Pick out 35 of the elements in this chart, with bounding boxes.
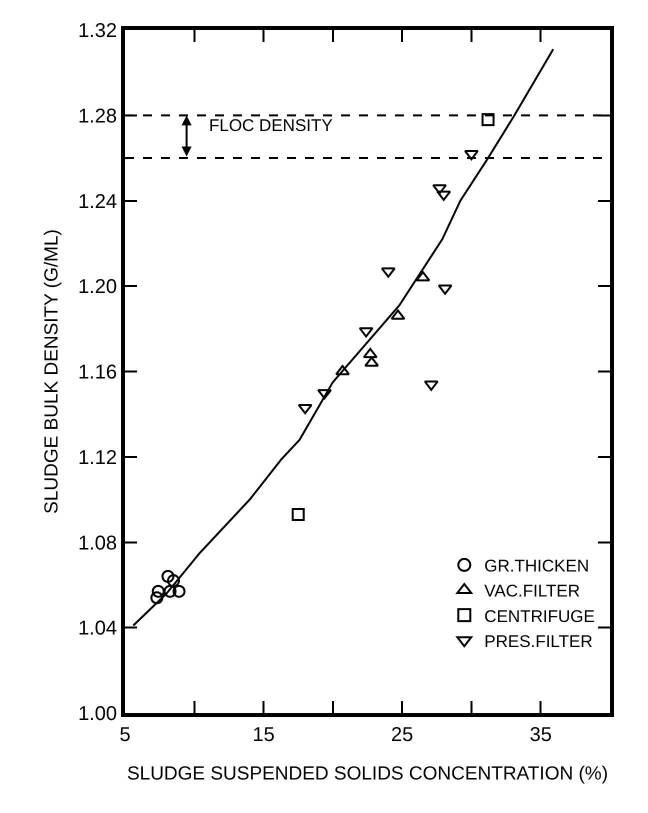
annotation: FLOC DENSITY bbox=[209, 116, 333, 135]
x-tick-label: 25 bbox=[391, 724, 414, 746]
point bbox=[432, 184, 447, 194]
point bbox=[167, 574, 180, 588]
legend-label: GR.THICKEN bbox=[484, 556, 590, 576]
legend-label: VAC.FILTER bbox=[484, 582, 580, 601]
point bbox=[161, 570, 174, 583]
point bbox=[482, 113, 495, 126]
y-tick-label: 1.32 bbox=[78, 20, 117, 42]
y-axis-title: SLUDGE BULK DENSITY (G/ML) bbox=[41, 229, 62, 514]
y-tick-label: 1.12 bbox=[78, 446, 117, 469]
point bbox=[464, 150, 479, 160]
point bbox=[380, 267, 396, 278]
y-tick-label: 1.24 bbox=[78, 190, 117, 213]
y-tick-label: 1.08 bbox=[78, 532, 117, 554]
point bbox=[358, 327, 374, 338]
point bbox=[292, 508, 305, 521]
x-tick-label: 15 bbox=[252, 724, 275, 746]
point bbox=[172, 584, 186, 598]
x-axis-title: SLUDGE SUSPENDED SOLIDS CONCENTRATION (%) bbox=[126, 763, 608, 784]
y-tick-label: 1.28 bbox=[78, 105, 117, 128]
legend-label: CENTRIFUGE bbox=[484, 606, 595, 626]
y-tick-label: 1.16 bbox=[78, 362, 117, 384]
point bbox=[298, 404, 312, 414]
point bbox=[152, 584, 165, 598]
legend-label: PRES.FILTER bbox=[484, 632, 593, 651]
point bbox=[438, 284, 452, 295]
x-tick-label: 35 bbox=[530, 724, 552, 746]
y-tick-label: 1.04 bbox=[78, 618, 117, 640]
point bbox=[164, 584, 177, 598]
x-tick-label: 5 bbox=[119, 724, 131, 746]
y-tick-label: 1.00 bbox=[78, 703, 117, 725]
point bbox=[317, 389, 332, 400]
point bbox=[150, 591, 164, 604]
y-tick-label: 1.20 bbox=[78, 276, 117, 298]
